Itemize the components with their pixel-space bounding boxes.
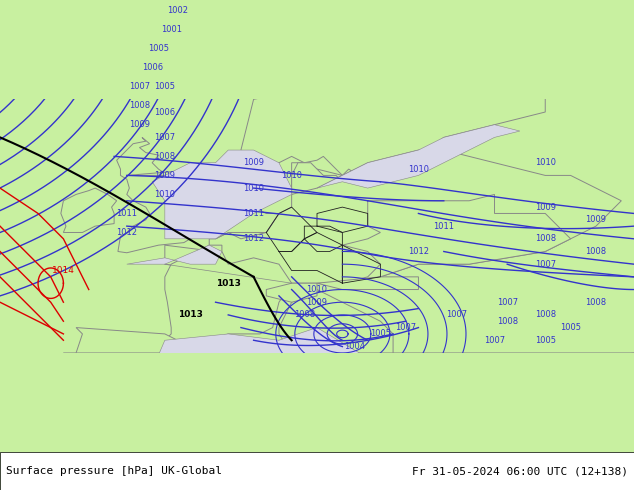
Text: 1009: 1009	[534, 203, 556, 212]
Polygon shape	[298, 353, 311, 372]
Text: 1005: 1005	[154, 82, 176, 91]
Text: 1005: 1005	[370, 329, 391, 339]
Text: 1011: 1011	[243, 209, 264, 218]
Polygon shape	[317, 277, 418, 290]
Text: 1007: 1007	[154, 133, 176, 142]
Text: 1008: 1008	[534, 310, 556, 319]
Text: Surface pressure [hPa] UK-Global: Surface pressure [hPa] UK-Global	[6, 466, 223, 476]
Polygon shape	[292, 163, 342, 195]
Text: 1012: 1012	[243, 234, 264, 244]
Text: 1010: 1010	[281, 171, 302, 180]
Text: 1001: 1001	[160, 25, 182, 34]
Text: 1007: 1007	[534, 260, 556, 269]
Polygon shape	[216, 207, 279, 239]
Text: 1010: 1010	[154, 190, 176, 199]
Polygon shape	[117, 137, 210, 253]
Text: Fr 31-05-2024 06:00 UTC (12+138): Fr 31-05-2024 06:00 UTC (12+138)	[411, 466, 628, 476]
Text: 1005: 1005	[560, 323, 581, 332]
Polygon shape	[292, 163, 342, 188]
Text: 1012: 1012	[116, 228, 138, 237]
Polygon shape	[127, 245, 222, 264]
Text: 1005: 1005	[534, 336, 556, 345]
Text: 1013: 1013	[178, 310, 203, 319]
Text: 1007: 1007	[446, 310, 467, 319]
Text: 1011: 1011	[433, 221, 455, 231]
Text: 1009: 1009	[154, 171, 176, 180]
Text: 1006: 1006	[141, 63, 163, 72]
Polygon shape	[292, 366, 311, 391]
Text: 1013: 1013	[216, 279, 241, 288]
Polygon shape	[279, 290, 393, 416]
Text: 1009: 1009	[243, 158, 264, 167]
Text: 1010: 1010	[243, 184, 264, 193]
Polygon shape	[127, 0, 545, 182]
Polygon shape	[266, 283, 317, 302]
Text: 1008: 1008	[154, 152, 176, 161]
Polygon shape	[349, 404, 387, 416]
Polygon shape	[70, 328, 228, 429]
Text: 1008: 1008	[585, 298, 607, 307]
Polygon shape	[165, 245, 292, 346]
Polygon shape	[342, 195, 571, 283]
Text: 1014: 1014	[52, 266, 75, 275]
Polygon shape	[165, 150, 621, 283]
Text: 1008: 1008	[496, 317, 518, 326]
Text: 1007: 1007	[395, 323, 417, 332]
Text: 1007: 1007	[496, 298, 518, 307]
Text: 1008: 1008	[129, 101, 150, 110]
Text: 1006: 1006	[154, 107, 176, 117]
Text: 1007: 1007	[484, 336, 505, 345]
Text: 1008: 1008	[534, 234, 556, 244]
Polygon shape	[63, 353, 634, 441]
Text: 1005: 1005	[148, 44, 169, 53]
Polygon shape	[61, 188, 117, 232]
Text: 1009: 1009	[585, 215, 607, 224]
Text: 1012: 1012	[408, 247, 429, 256]
Text: 1008: 1008	[294, 310, 315, 319]
Text: 1008: 1008	[585, 247, 607, 256]
Text: 1011: 1011	[116, 209, 138, 218]
Text: 1009: 1009	[306, 298, 328, 307]
Text: 1002: 1002	[167, 6, 188, 15]
Text: 1010: 1010	[534, 158, 556, 167]
Polygon shape	[127, 328, 634, 429]
Polygon shape	[152, 150, 292, 239]
Text: 1010: 1010	[306, 285, 328, 294]
Text: 1007: 1007	[129, 82, 150, 91]
Text: 1009: 1009	[129, 120, 150, 129]
Text: 1010: 1010	[408, 165, 429, 173]
Polygon shape	[317, 124, 520, 188]
Text: 1004: 1004	[344, 342, 366, 351]
